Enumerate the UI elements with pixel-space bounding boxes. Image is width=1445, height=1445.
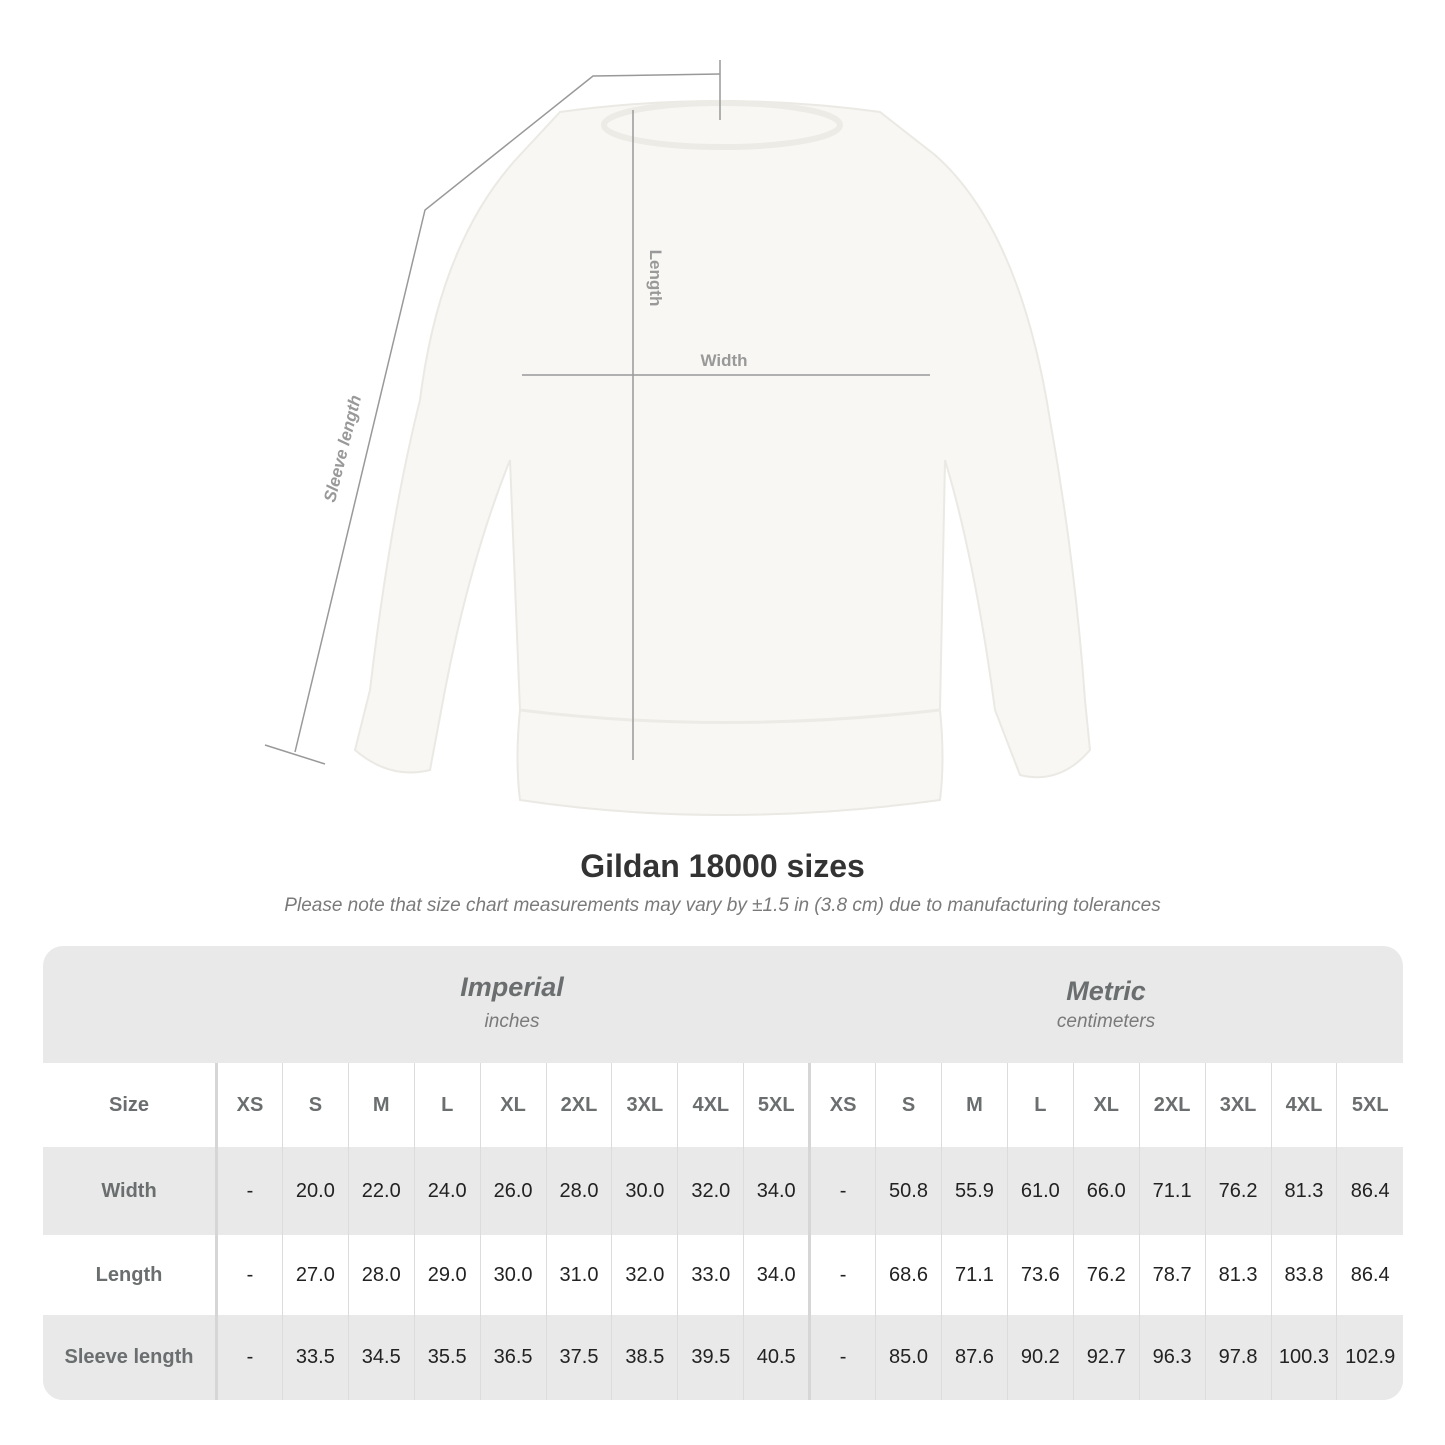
tolerance-note: Please note that size chart measurements… xyxy=(284,895,1161,916)
row-label: Sleeve length xyxy=(43,1315,218,1400)
metric-cell: 76.2 xyxy=(1204,1147,1271,1235)
metric-cell: - xyxy=(808,1315,876,1400)
imperial-cell: 20.0 xyxy=(281,1147,349,1235)
imperial-cell: 31.0 xyxy=(545,1235,612,1315)
size-header: Size xyxy=(43,1063,218,1147)
imperial-cell: - xyxy=(216,1235,283,1315)
table-row: Width -20.0 22.0 24.0 26.0 28.0 30.0 32.0 34.0-5… xyxy=(43,1147,1403,1235)
width-label: Width xyxy=(700,351,747,370)
imperial-cell: 32.0 xyxy=(677,1147,744,1235)
row-label: Length xyxy=(43,1235,218,1315)
imperial-cell: 26.0 xyxy=(479,1147,547,1235)
metric-cell: 50.8 xyxy=(875,1147,942,1235)
metric-cell: 68.6 xyxy=(875,1235,942,1315)
imperial-cell: 28.0 xyxy=(545,1147,612,1235)
imperial-cell: 33.0 xyxy=(677,1235,744,1315)
size-grid: Size XS S M L XL 2XL 3XL 4XL 5XL XS S M L XL 2XL 3XL 4XL 5… xyxy=(43,1063,1403,1400)
size-column-header: M xyxy=(940,1063,1008,1147)
metric-cell: 76.2 xyxy=(1072,1235,1140,1315)
size-table: Imperial inches Metric centimeters Size X… xyxy=(43,946,1403,1400)
metric-header: Metric centimeters xyxy=(809,946,1403,1063)
imperial-cell: 36.5 xyxy=(479,1315,547,1400)
metric-cell: 66.0 xyxy=(1072,1147,1140,1235)
metric-cell: 85.0 xyxy=(875,1315,942,1400)
measurement-lines xyxy=(264,60,930,765)
size-column-header: 5XL xyxy=(743,1063,810,1147)
imperial-cell: 32.0 xyxy=(611,1235,678,1315)
size-column-header: 4XL xyxy=(1270,1063,1337,1147)
metric-cell: 81.3 xyxy=(1204,1235,1271,1315)
imperial-cell: 24.0 xyxy=(413,1147,481,1235)
imperial-cell: 37.5 xyxy=(545,1315,612,1400)
imperial-cell: 22.0 xyxy=(347,1147,415,1235)
size-column-header: L xyxy=(413,1063,481,1147)
size-column-header: S xyxy=(875,1063,942,1147)
imperial-cell: 30.0 xyxy=(479,1235,547,1315)
metric-cell: 87.6 xyxy=(940,1315,1008,1400)
size-column-header: 2XL xyxy=(1138,1063,1206,1147)
metric-cell: 71.1 xyxy=(1138,1147,1206,1235)
length-label: Length xyxy=(646,250,665,307)
imperial-cell: 30.0 xyxy=(611,1147,678,1235)
metric-cell: 100.3 xyxy=(1270,1315,1337,1400)
page-title: Gildan 18000 sizes xyxy=(580,848,865,884)
size-column-header: XS xyxy=(808,1063,876,1147)
metric-cell: 90.2 xyxy=(1006,1315,1074,1400)
metric-cell: 96.3 xyxy=(1138,1315,1206,1400)
metric-label: Metric xyxy=(1066,976,1146,1006)
size-column-header: XL xyxy=(479,1063,547,1147)
metric-cell: 92.7 xyxy=(1072,1315,1140,1400)
metric-cell: 73.6 xyxy=(1006,1235,1074,1315)
metric-cell: 61.0 xyxy=(1006,1147,1074,1235)
metric-cell: - xyxy=(808,1235,876,1315)
row-label: Width xyxy=(43,1147,218,1235)
size-column-header: 5XL xyxy=(1336,1063,1403,1147)
metric-cell: 86.4 xyxy=(1336,1147,1403,1235)
size-column-header: 4XL xyxy=(677,1063,744,1147)
imperial-cell: - xyxy=(216,1147,283,1235)
imperial-cell: 34.0 xyxy=(743,1147,810,1235)
sweatshirt-diagram: Length Width Sleeve length xyxy=(264,60,1092,816)
size-column-header: XL xyxy=(1072,1063,1140,1147)
imperial-header: Imperial inches xyxy=(215,946,809,1063)
imperial-unit: inches xyxy=(484,1011,540,1032)
imperial-cell: - xyxy=(216,1315,283,1400)
size-column-header: M xyxy=(347,1063,415,1147)
metric-cell: - xyxy=(808,1147,876,1235)
imperial-cell: 35.5 xyxy=(413,1315,481,1400)
size-column-header: 3XL xyxy=(611,1063,678,1147)
table-row: Length -27.0 28.0 29.0 30.0 31.0 32.0 33.0 34.0-… xyxy=(43,1235,1403,1315)
imperial-label: Imperial xyxy=(460,972,564,1002)
metric-cell: 81.3 xyxy=(1270,1147,1337,1235)
imperial-cell: 28.0 xyxy=(347,1235,415,1315)
metric-cell: 71.1 xyxy=(940,1235,1008,1315)
table-header-row: Size XS S M L XL 2XL 3XL 4XL 5XL XS S M L XL 2XL 3XL 4XL 5… xyxy=(43,1063,1403,1147)
size-column-header: L xyxy=(1006,1063,1074,1147)
imperial-cell: 33.5 xyxy=(281,1315,349,1400)
metric-cell: 102.9 xyxy=(1336,1315,1403,1400)
imperial-cell: 39.5 xyxy=(677,1315,744,1400)
imperial-cell: 34.5 xyxy=(347,1315,415,1400)
metric-cell: 97.8 xyxy=(1204,1315,1271,1400)
sweatshirt-image xyxy=(353,100,1092,816)
imperial-cell: 38.5 xyxy=(611,1315,678,1400)
imperial-cell: 40.5 xyxy=(743,1315,810,1400)
size-column-header: 2XL xyxy=(545,1063,612,1147)
metric-cell: 83.8 xyxy=(1270,1235,1337,1315)
metric-cell: 78.7 xyxy=(1138,1235,1206,1315)
size-column-header: XS xyxy=(216,1063,283,1147)
table-row: Sleeve length -33.5 34.5 35.5 36.5 37.5 38.5 39… xyxy=(43,1315,1403,1400)
metric-unit: centimeters xyxy=(1056,1011,1156,1032)
imperial-cell: 27.0 xyxy=(281,1235,349,1315)
imperial-cell: 34.0 xyxy=(743,1235,810,1315)
imperial-cell: 29.0 xyxy=(413,1235,481,1315)
metric-cell: 55.9 xyxy=(940,1147,1008,1235)
size-column-header: 3XL xyxy=(1204,1063,1271,1147)
metric-cell: 86.4 xyxy=(1336,1235,1403,1315)
size-column-header: S xyxy=(281,1063,349,1147)
